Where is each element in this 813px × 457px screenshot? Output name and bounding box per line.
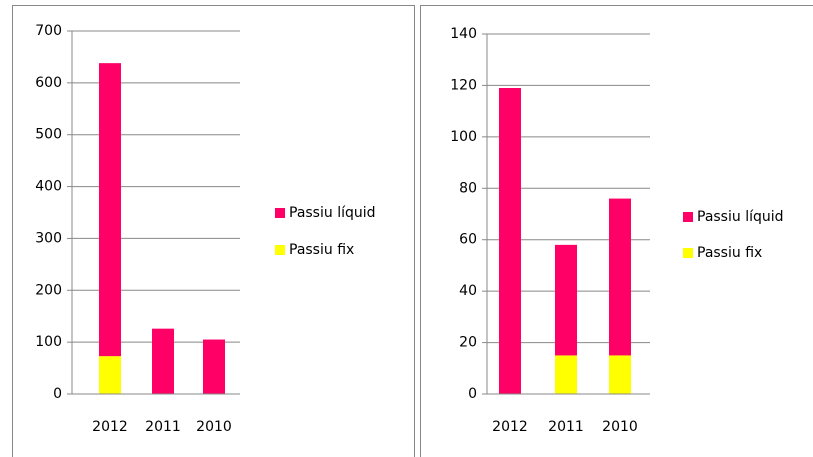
y-tick-label: 700 (35, 23, 62, 39)
bar-segment (555, 355, 577, 394)
y-tick-label: 80 (459, 180, 477, 196)
y-tick-label: 400 (35, 179, 62, 195)
x-tick-label: 2012 (492, 419, 528, 435)
legend-label: Passiu fix (289, 242, 354, 258)
y-tick-label: 600 (35, 75, 62, 91)
bar-segment (499, 88, 521, 394)
bar-segment (609, 198, 631, 356)
bar-segment (555, 244, 577, 356)
y-tick-label: 0 (53, 386, 62, 402)
y-tick-label: 140 (450, 26, 477, 42)
bar-segment (99, 63, 121, 357)
y-tick-label: 200 (35, 282, 62, 298)
y-tick-label: 0 (468, 386, 477, 402)
y-tick-label: 100 (35, 334, 62, 350)
y-tick-label: 100 (450, 129, 477, 145)
bar-segment (203, 339, 225, 394)
y-tick-label: 40 (459, 283, 477, 299)
legend-swatch (275, 245, 285, 255)
legend-swatch (683, 248, 693, 258)
y-tick-label: 60 (459, 232, 477, 248)
legend-label: Passiu líquid (289, 205, 376, 221)
y-tick-label: 300 (35, 230, 62, 246)
bar-segment (609, 355, 631, 394)
bar-segment (99, 356, 121, 394)
x-tick-label: 2012 (92, 419, 128, 435)
legend-label: Passiu líquid (697, 209, 784, 225)
y-tick-label: 500 (35, 127, 62, 143)
x-tick-label: 2010 (602, 419, 638, 435)
y-tick-label: 20 (459, 335, 477, 351)
legend-swatch (683, 212, 693, 222)
legend-swatch (275, 208, 285, 218)
x-tick-label: 2010 (196, 419, 232, 435)
x-tick-label: 2011 (145, 419, 181, 435)
bar-segment (152, 328, 174, 394)
legend-label: Passiu fix (697, 245, 762, 261)
y-tick-label: 120 (450, 77, 477, 93)
x-tick-label: 2011 (548, 419, 584, 435)
